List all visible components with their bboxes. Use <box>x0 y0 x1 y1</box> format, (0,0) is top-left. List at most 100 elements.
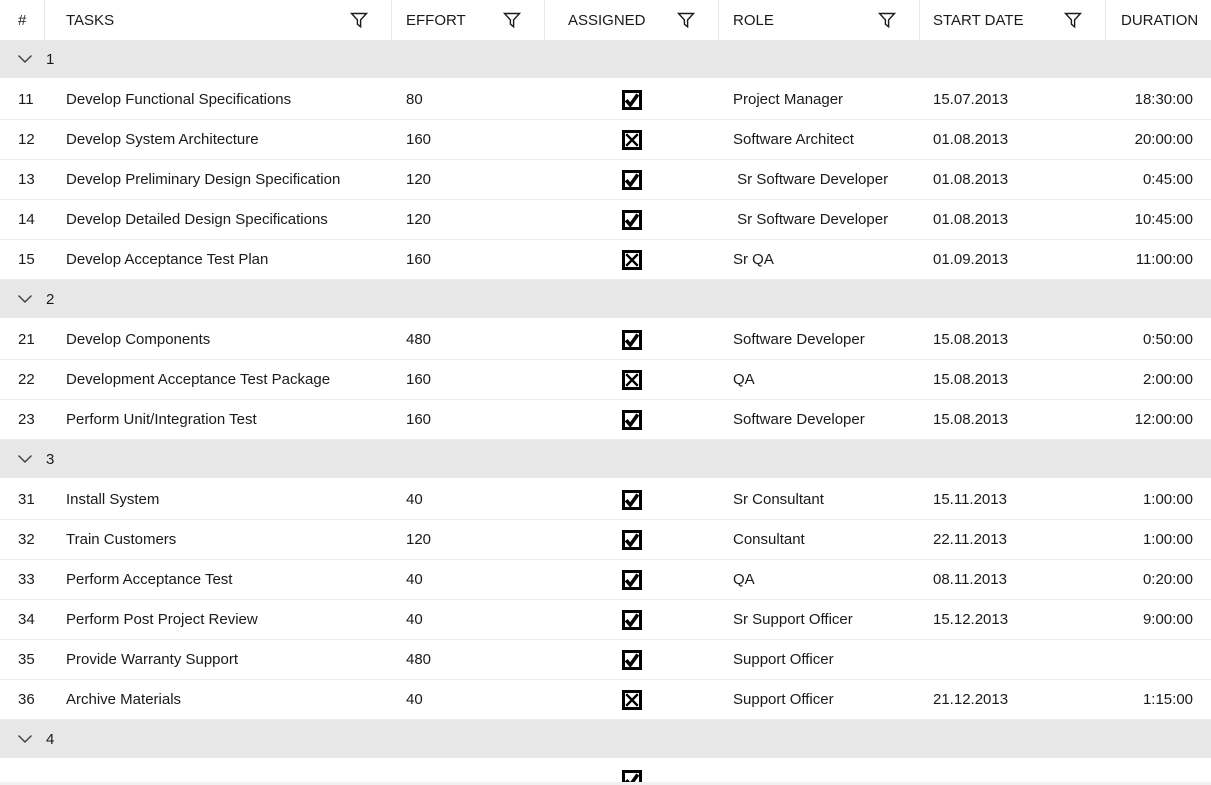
table-row[interactable]: 34 Perform Post Project Review 40 Sr Sup… <box>0 600 1211 640</box>
table-row[interactable]: 35 Provide Warranty Support 480 Support … <box>0 640 1211 680</box>
cell-task-number: 34 <box>18 611 35 628</box>
group-header-row-1[interactable]: 1 <box>0 40 1211 80</box>
grid-header: # TASKS EFFORT ASSIGNED ROLE START DATE … <box>0 0 1211 40</box>
cell-duration: 1:15:00 <box>1142 691 1193 708</box>
table-row[interactable]: 31 Install System 40 Sr Consultant 15.11… <box>0 480 1211 520</box>
cell-duration: 1:00:00 <box>1142 531 1193 548</box>
checkbox-crossed-icon[interactable] <box>622 249 642 270</box>
group-header-row-2[interactable]: 2 <box>0 280 1211 320</box>
cell-assigned <box>545 560 719 599</box>
column-header-number[interactable]: # <box>0 0 45 40</box>
checkbox-checked-icon[interactable] <box>622 329 642 350</box>
cell-task-name: Development Acceptance Test Package <box>66 371 331 388</box>
cell-effort: 160 <box>406 131 432 148</box>
cell-role: Sr Software Developer <box>733 171 889 188</box>
group-header-row-3[interactable]: 3 <box>0 440 1211 480</box>
cell-start-date: 15.12.2013 <box>933 611 1009 628</box>
cell-effort: 120 <box>406 171 432 188</box>
cell-assigned <box>545 480 719 519</box>
column-header-assigned[interactable]: ASSIGNED <box>545 0 719 40</box>
cell-assigned <box>545 80 719 119</box>
checkbox-checked-icon[interactable] <box>622 409 642 430</box>
cell-task-name: Archive Materials <box>66 691 182 708</box>
cell-duration: 1:00:00 <box>1142 491 1193 508</box>
table-row[interactable]: 13 Develop Preliminary Design Specificat… <box>0 160 1211 200</box>
checkbox-checked-icon[interactable] <box>622 609 642 630</box>
cell-assigned <box>545 520 719 559</box>
group-label: 1 <box>46 50 55 68</box>
checkbox-checked-icon[interactable] <box>622 209 642 230</box>
cell-start-date: 15.08.2013 <box>933 411 1009 428</box>
cell-role: Sr Software Developer <box>733 211 889 228</box>
cell-effort: 480 <box>406 331 432 348</box>
table-row[interactable]: 33 Perform Acceptance Test 40 QA 08.11.2… <box>0 560 1211 600</box>
funnel-filter-icon[interactable] <box>1063 10 1083 30</box>
group-header-row-4[interactable]: 4 <box>0 720 1211 760</box>
cell-role: Sr Support Officer <box>733 611 853 628</box>
cell-start-date: 01.08.2013 <box>933 131 1009 148</box>
table-row[interactable]: 12 Develop System Architecture 160 Softw… <box>0 120 1211 160</box>
funnel-filter-icon[interactable] <box>349 10 369 30</box>
cell-role: Software Architect <box>733 131 854 148</box>
cell-task-name: Develop System Architecture <box>66 131 259 148</box>
cell-duration: 2:00:00 <box>1142 371 1193 388</box>
table-row[interactable] <box>0 760 1211 785</box>
chevron-down-icon[interactable] <box>15 49 35 69</box>
table-row[interactable]: 11 Develop Functional Specifications 80 … <box>0 80 1211 120</box>
cell-effort: 480 <box>406 651 432 668</box>
table-row[interactable]: 22 Development Acceptance Test Package 1… <box>0 360 1211 400</box>
cell-duration: 20:00:00 <box>1134 131 1193 148</box>
cell-role: QA <box>733 571 755 588</box>
chevron-down-icon[interactable] <box>15 289 35 309</box>
checkbox-crossed-icon[interactable] <box>622 689 642 710</box>
cell-task-name: Perform Acceptance Test <box>66 571 233 588</box>
chevron-down-icon[interactable] <box>15 729 35 749</box>
funnel-filter-icon[interactable] <box>676 10 696 30</box>
column-header-effort[interactable]: EFFORT <box>392 0 545 40</box>
table-row[interactable]: 21 Develop Components 480 Software Devel… <box>0 320 1211 360</box>
table-row[interactable]: 36 Archive Materials 40 Support Officer … <box>0 680 1211 720</box>
cell-task-number: 22 <box>18 371 35 388</box>
checkbox-crossed-icon[interactable] <box>622 129 642 150</box>
column-header-role[interactable]: ROLE <box>719 0 920 40</box>
cell-effort: 120 <box>406 211 432 228</box>
cell-duration <box>1106 640 1211 679</box>
group-label: 4 <box>46 730 55 748</box>
chevron-down-icon[interactable] <box>15 449 35 469</box>
table-row[interactable]: 15 Develop Acceptance Test Plan 160 Sr Q… <box>0 240 1211 280</box>
cell-task-number: 13 <box>18 171 35 188</box>
funnel-filter-icon[interactable] <box>502 10 522 30</box>
checkbox-checked-icon[interactable] <box>622 89 642 110</box>
cell-role: Support Officer <box>733 691 834 708</box>
column-header-start-date[interactable]: START DATE <box>920 0 1106 40</box>
column-header-label: ASSIGNED <box>568 11 646 29</box>
cell-task-name: Develop Detailed Design Specifications <box>66 211 328 228</box>
cell-start-date: 01.08.2013 <box>933 171 1009 188</box>
cell-duration: 0:45:00 <box>1142 171 1193 188</box>
cell-duration: 0:20:00 <box>1142 571 1193 588</box>
cell-effort: 120 <box>406 531 432 548</box>
table-row[interactable]: 23 Perform Unit/Integration Test 160 Sof… <box>0 400 1211 440</box>
checkbox-crossed-icon[interactable] <box>622 369 642 390</box>
checkbox-checked-icon[interactable] <box>622 569 642 590</box>
checkbox-checked-icon[interactable] <box>622 529 642 550</box>
column-header-tasks[interactable]: TASKS <box>45 0 392 40</box>
cell-task-name: Train Customers <box>66 531 177 548</box>
cell-task-number: 36 <box>18 691 35 708</box>
checkbox-checked-icon[interactable] <box>622 649 642 670</box>
funnel-filter-icon[interactable] <box>877 10 897 30</box>
cell-assigned <box>545 360 719 399</box>
cell-start-date <box>920 640 1106 679</box>
cell-task-number: 11 <box>18 91 34 108</box>
cell-effort: 40 <box>406 611 423 628</box>
bottom-edge <box>0 782 1211 785</box>
checkbox-checked-icon[interactable] <box>622 489 642 510</box>
cell-assigned <box>545 120 719 159</box>
cell-duration: 11:00:00 <box>1135 251 1193 268</box>
table-row[interactable]: 32 Train Customers 120 Consultant 22.11.… <box>0 520 1211 560</box>
checkbox-checked-icon[interactable] <box>622 169 642 190</box>
column-header-duration[interactable]: DURATION <box>1106 0 1211 40</box>
cell-effort: 40 <box>406 491 423 508</box>
table-row[interactable]: 14 Develop Detailed Design Specification… <box>0 200 1211 240</box>
cell-task-number: 21 <box>18 331 35 348</box>
